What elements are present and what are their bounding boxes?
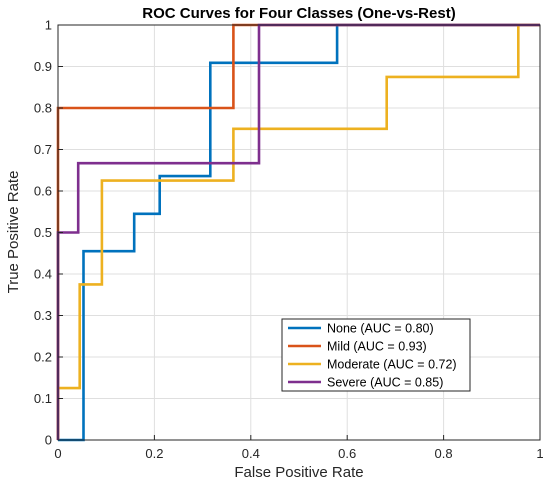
y-tick-label: 0.3 (34, 308, 52, 323)
y-tick-label: 0.9 (34, 59, 52, 74)
x-tick-label: 0.4 (242, 446, 260, 461)
legend-label-0: None (AUC = 0.80) (327, 322, 434, 336)
x-tick-label: 0.2 (145, 446, 163, 461)
x-axis-title: False Positive Rate (234, 464, 363, 481)
series-line-2 (56, 23, 540, 440)
y-axis-title: True Positive Rate (5, 171, 22, 294)
y-tick-label: 0.2 (34, 350, 52, 365)
legend: None (AUC = 0.80) Mild (AUC = 0.93) Modera… (281, 318, 471, 392)
y-tick-label: 0.7 (34, 142, 52, 157)
y-tick-label: 0 (45, 433, 52, 448)
legend-label-3: Severe (AUC = 0.85) (327, 376, 443, 390)
chart-title: ROC Curves for Four Classes (One-vs-Rest… (142, 5, 455, 22)
x-tick-label: 1 (536, 446, 543, 461)
legend-label-1: Mild (AUC = 0.93) (327, 340, 427, 354)
x-tick-label: 0.8 (435, 446, 453, 461)
tick-labels: 0 0.2 0.4 0.6 0.8 1 0 0.1 0.2 0.3 0.4 0.5 0.6 0.7 0.8 0… (34, 18, 544, 462)
y-tick-label: 0.4 (34, 267, 52, 282)
series-line-0 (58, 23, 540, 442)
y-tick-label: 0.8 (34, 101, 52, 116)
y-tick-label: 1 (45, 18, 52, 33)
legend-label-2: Moderate (AUC = 0.72) (327, 358, 457, 372)
y-tick-label: 0.6 (34, 184, 52, 199)
x-tick-label: 0.6 (338, 446, 356, 461)
x-tick-label: 0 (54, 446, 61, 461)
y-tick-label: 0.5 (34, 225, 52, 240)
y-tick-label: 0.1 (34, 391, 52, 406)
legend-box (281, 318, 471, 392)
